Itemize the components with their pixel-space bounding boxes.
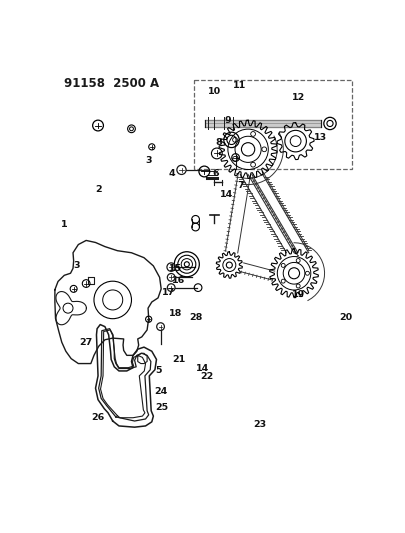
Text: 28: 28 (189, 313, 202, 322)
Text: 7: 7 (237, 181, 244, 190)
Text: 21: 21 (171, 355, 185, 364)
Text: 15: 15 (168, 264, 181, 273)
Text: 24: 24 (153, 387, 167, 396)
Text: 1: 1 (61, 220, 67, 229)
Text: 5: 5 (154, 367, 161, 375)
Text: 12: 12 (291, 93, 305, 102)
Text: 10: 10 (207, 87, 220, 96)
Text: 8: 8 (215, 138, 222, 147)
Bar (194, 80, 351, 168)
Text: 27: 27 (79, 338, 92, 347)
Text: 22: 22 (199, 372, 213, 381)
Text: 4: 4 (168, 169, 175, 179)
Text: 17: 17 (162, 288, 175, 297)
Text: 26: 26 (91, 413, 104, 422)
Text: 3: 3 (145, 156, 151, 165)
Text: 23: 23 (252, 420, 266, 429)
Text: 2: 2 (95, 184, 102, 193)
Text: 14: 14 (195, 364, 209, 373)
Text: 19: 19 (291, 290, 305, 299)
Text: 14: 14 (220, 190, 233, 199)
Text: 18: 18 (168, 309, 181, 318)
Text: 13: 13 (313, 133, 326, 142)
Text: 16: 16 (171, 276, 185, 285)
Text: 9: 9 (224, 116, 230, 125)
Text: 6: 6 (212, 169, 219, 179)
Text: 25: 25 (155, 403, 168, 413)
Text: 20: 20 (338, 313, 351, 322)
Text: 3: 3 (73, 261, 80, 270)
Text: 91158  2500 A: 91158 2500 A (64, 77, 159, 90)
Text: 11: 11 (232, 81, 245, 90)
